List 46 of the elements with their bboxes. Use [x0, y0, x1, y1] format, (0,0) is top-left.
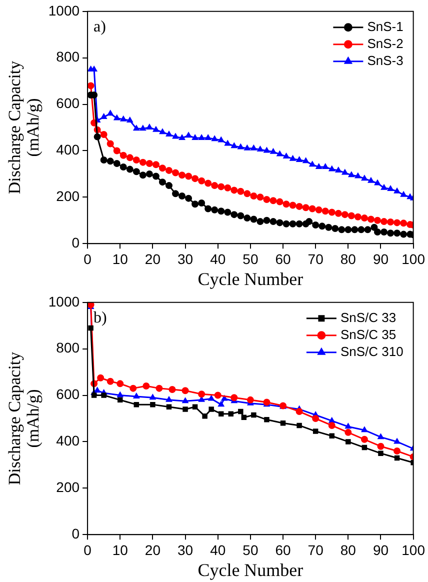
x-tick-label: 60	[275, 250, 292, 267]
legend-label: SnS-3	[367, 52, 404, 68]
y-tick-label: 800	[56, 48, 80, 65]
x-tick-label: 60	[275, 542, 292, 558]
y-axis-title: Discharge Capacity (mAh/g)	[4, 60, 43, 194]
legend-label: SnS/C 35	[340, 326, 396, 342]
legend-label: SnS-2	[367, 36, 404, 51]
legend-label: SnS-1	[367, 18, 404, 34]
annotation: b)	[94, 310, 107, 327]
x-tick-label: 40	[210, 250, 226, 267]
y-tick-label: 600	[56, 386, 80, 402]
y-tick-label: 200	[56, 188, 80, 204]
x-axis-title: Cycle Number	[198, 268, 304, 289]
x-tick-label: 0	[84, 250, 92, 267]
x-tick-label: 0	[84, 542, 92, 558]
x-tick-label: 50	[242, 250, 258, 267]
x-tick-label: 80	[340, 250, 356, 267]
x-tick-label: 100	[402, 542, 426, 558]
x-tick-label: 90	[372, 250, 389, 267]
legend-label: SnS/C 33	[340, 310, 396, 325]
x-tick-label: 80	[340, 542, 356, 558]
x-tick-label: 40	[210, 542, 226, 558]
y-tick-label: 1000	[48, 2, 80, 18]
legend-label: SnS/C 310	[340, 344, 404, 359]
x-tick-label: 50	[242, 542, 258, 558]
y-tick-label: 200	[56, 479, 80, 496]
y-axis-title: Discharge Capacity (mAh/g)	[4, 351, 43, 486]
x-tick-label: 70	[308, 250, 324, 267]
y-tick-label: 1000	[48, 293, 80, 310]
x-tick-label: 70	[308, 542, 324, 558]
y-tick-label: 600	[56, 95, 80, 112]
y-tick-label: 0	[72, 234, 80, 250]
annotation: a)	[94, 18, 106, 36]
x-tick-label: 10	[112, 250, 128, 267]
x-axis-title: Cycle Number	[198, 560, 304, 580]
y-tick-label: 400	[56, 142, 80, 158]
x-tick-label: 30	[177, 250, 194, 267]
y-tick-label: 800	[56, 340, 80, 356]
x-tick-label: 100	[402, 250, 426, 267]
x-tick-label: 20	[144, 250, 161, 267]
y-tick-label: 400	[56, 432, 80, 449]
x-tick-label: 20	[144, 542, 161, 558]
x-tick-label: 10	[112, 542, 128, 558]
y-tick-label: 0	[72, 525, 80, 542]
x-tick-label: 30	[177, 542, 194, 558]
x-tick-label: 90	[372, 542, 389, 558]
